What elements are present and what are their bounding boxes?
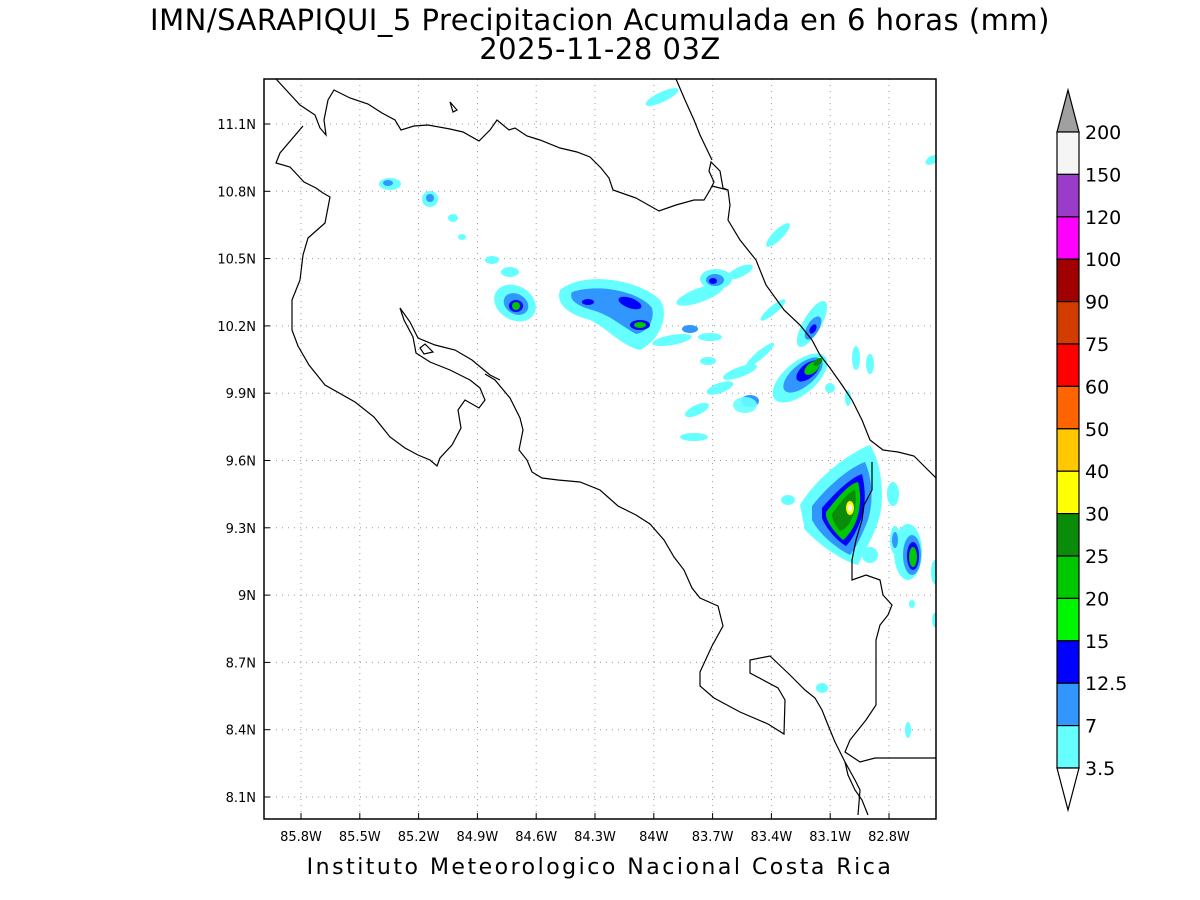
colorbar-label: 40: [1085, 461, 1109, 483]
lat-tick-label: 10.8N: [217, 185, 256, 200]
lon-tick-label: 84.9W: [456, 830, 498, 845]
lon-tick-label: 82.8W: [868, 830, 910, 845]
lat-tick-label: 10.5N: [217, 253, 256, 268]
lake-nicaragua-shore: [275, 125, 486, 468]
lat-tick-label: 8.7N: [226, 656, 256, 671]
coastline-borders: [275, 79, 936, 816]
colorbar-bottom-arrow: [1056, 767, 1080, 813]
lat-tick-label: 9.6N: [226, 455, 256, 470]
colorbar-label: 15: [1085, 631, 1109, 653]
colorbar-label: 12.5: [1085, 673, 1127, 695]
colorbar-label: 20: [1085, 588, 1109, 610]
lon-tick-label: 83.4W: [750, 830, 792, 845]
colorbar-swatch: [1056, 470, 1080, 515]
colorbar-swatch: [1056, 555, 1080, 600]
lat-tick-label: 8.1N: [226, 791, 256, 806]
rain-band-north-central: [379, 88, 936, 441]
islet-nicoya: [419, 343, 435, 355]
lat-tick-label: 8.4N: [226, 724, 256, 739]
colorbar-swatch: [1056, 131, 1080, 176]
rain-band-caribbean: [772, 301, 874, 406]
colorbar-swatch: [1056, 301, 1080, 345]
lon-tick-label: 84.6W: [515, 830, 557, 845]
panama-border: [844, 462, 936, 763]
colorbar-swatch: [1056, 385, 1080, 430]
colorbar-label: 50: [1085, 419, 1109, 441]
rain-band-south-caribbean: [781, 445, 936, 738]
colorbar-label: 30: [1085, 504, 1109, 526]
nicaragua-coast: [275, 79, 729, 212]
lat-tick-label: 11.1N: [217, 118, 256, 133]
lat-tick-label: 9N: [238, 589, 256, 604]
latitude-axis: 11.1N 10.8N 10.5N 10.2N 9.9N 9.6N 9.3N 9N 8.7N 8.…: [217, 118, 270, 806]
lon-tick-label: 83.1W: [809, 830, 851, 845]
pacific-coast: [484, 373, 861, 816]
colorbar-top-arrow: [1056, 87, 1080, 133]
colorbar-label: 75: [1085, 334, 1109, 356]
lon-tick-label: 85.8W: [280, 830, 322, 845]
colorbar-swatch: [1056, 682, 1080, 727]
caribbean-coast: [711, 185, 936, 479]
longitude-axis: 85.8W 85.5W 85.2W 84.9W 84.6W 84.3W 84W 83.7W 83…: [280, 813, 910, 845]
islet-north: [449, 101, 458, 113]
osa-peninsula: [844, 761, 869, 816]
colorbar-label: 100: [1085, 249, 1121, 271]
colorbar-swatch: [1056, 640, 1080, 684]
lon-tick-label: 84.3W: [574, 830, 616, 845]
colorbar-swatch: [1056, 173, 1080, 218]
map-frame: [263, 78, 937, 820]
colorbar-swatch: [1056, 428, 1080, 472]
footer-credit: Instituto Meteorologico Nacional Costa R…: [306, 855, 894, 880]
colorbar-label: 150: [1085, 164, 1121, 186]
colorbar-label: 3.5: [1085, 758, 1115, 780]
colorbar-swatch: [1056, 216, 1080, 260]
lat-tick-label: 10.2N: [217, 320, 256, 335]
nicoya-gulf-coast: [399, 307, 501, 381]
colorbar-swatch: [1056, 724, 1080, 769]
colorbar-label: 200: [1085, 122, 1121, 144]
lat-tick-label: 9.3N: [226, 522, 256, 537]
precipitation-field: [379, 88, 936, 738]
graticule: [264, 79, 936, 819]
lon-tick-label: 85.2W: [398, 830, 440, 845]
colorbar-swatch: [1056, 258, 1080, 303]
colorbar-swatch: [1056, 343, 1080, 388]
lon-tick-label: 85.5W: [339, 830, 381, 845]
lon-tick-label: 84W: [639, 830, 669, 845]
precipitation-colorbar: 200 150 120 100 90 75 60 50 40 30 25 20 15 12.5 7 3.5: [1056, 87, 1127, 813]
caribbean-east: [675, 79, 713, 161]
colorbar-swatch: [1056, 597, 1080, 642]
colorbar-label: 120: [1085, 207, 1121, 229]
colorbar-label: 7: [1085, 716, 1097, 738]
colorbar-label: 90: [1085, 292, 1109, 314]
map-title: IMN/SARAPIQUI_5 Precipitacion Acumulada …: [150, 3, 1050, 37]
colorbar-swatch: [1056, 512, 1080, 557]
colorbar-label: 60: [1085, 376, 1109, 398]
map-valid-time: 2025-11-28 03Z: [479, 32, 721, 66]
colorbar-label: 25: [1085, 546, 1109, 568]
lat-tick-label: 9.9N: [226, 387, 256, 402]
lon-tick-label: 83.7W: [692, 830, 734, 845]
